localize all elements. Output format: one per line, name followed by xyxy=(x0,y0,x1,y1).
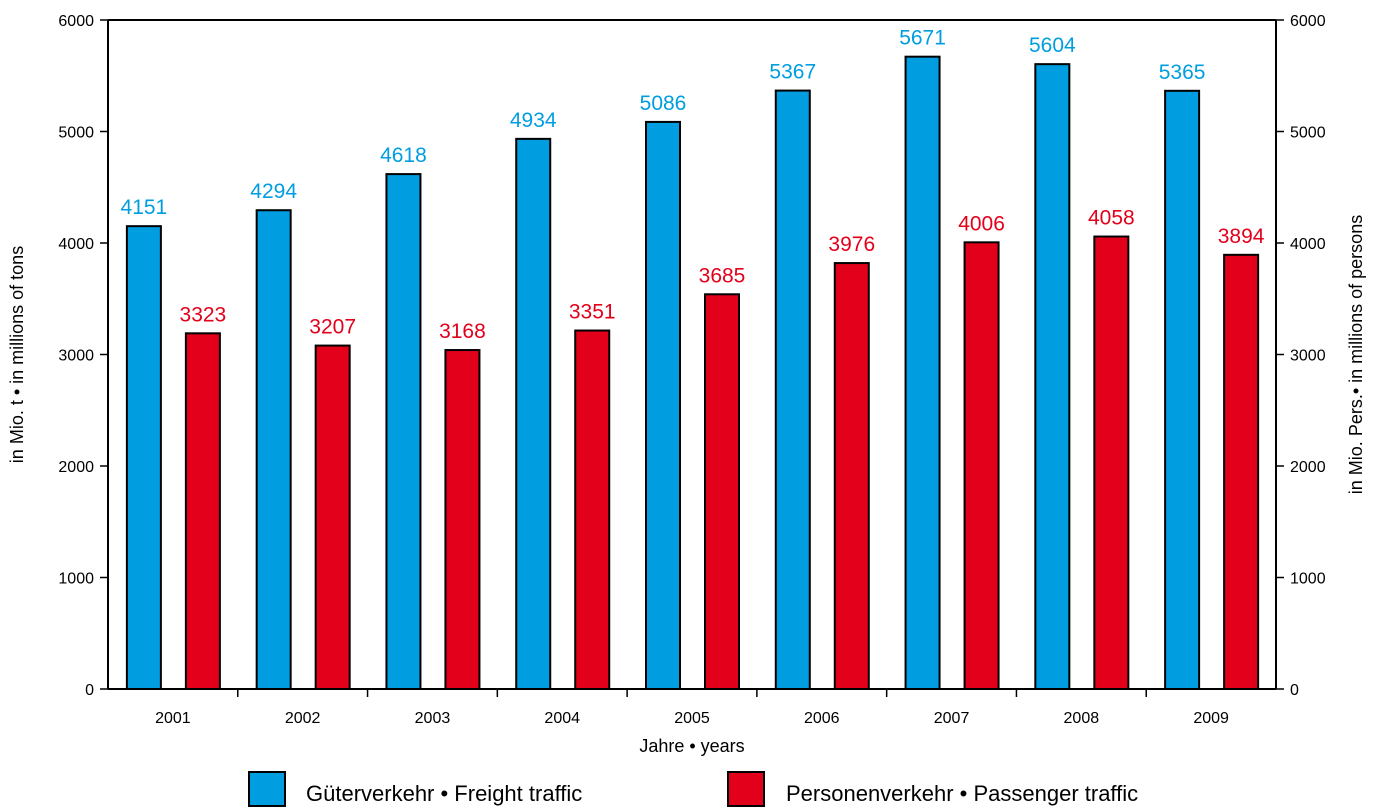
left-y-tick-label: 2000 xyxy=(58,459,94,476)
bar-freight xyxy=(125,225,162,690)
data-label-passenger: 3685 xyxy=(699,264,746,287)
x-tick-label: 2004 xyxy=(544,710,580,727)
left-y-tick-label: 3000 xyxy=(58,348,94,365)
bar-passenger xyxy=(444,349,481,690)
data-label-passenger: 4058 xyxy=(1088,207,1135,230)
bar-passenger xyxy=(314,344,351,690)
data-label-freight: 5086 xyxy=(640,92,687,115)
left-y-axis-title: in Mio. t • in millions of tons xyxy=(7,246,27,463)
legend-label-passenger: Personenverkehr • Passenger traffic xyxy=(786,781,1138,806)
data-label-passenger: 3976 xyxy=(828,233,875,256)
bar-passenger xyxy=(1223,253,1260,690)
x-tick-label: 2002 xyxy=(285,710,321,727)
ticks-layer: 0 0 1000 1000 2000 2000 3000 3000 4000 4000 5000 50… xyxy=(58,13,1325,727)
legend-label-freight: Güterverkehr • Freight traffic xyxy=(306,781,582,806)
data-label-freight: 4618 xyxy=(380,144,427,167)
left-y-tick-label: 5000 xyxy=(58,125,94,142)
x-tick-label: 2001 xyxy=(155,710,191,727)
bar-passenger xyxy=(574,329,611,690)
data-label-freight: 5367 xyxy=(769,61,816,84)
x-tick-label: 2005 xyxy=(674,710,710,727)
x-tick-label: 2003 xyxy=(415,710,451,727)
bar-freight xyxy=(904,55,941,691)
right-y-axis-title: in Mio. Pers.• in millions of persons xyxy=(1346,215,1366,494)
left-y-tick-label: 4000 xyxy=(58,236,94,253)
left-y-tick-label: 6000 xyxy=(58,13,94,30)
right-y-tick-label: 6000 xyxy=(1290,13,1326,30)
x-tick-label: 2009 xyxy=(1193,710,1229,727)
bar-freight xyxy=(645,120,681,690)
left-y-tick-label: 1000 xyxy=(58,571,94,588)
right-y-tick-label: 5000 xyxy=(1290,125,1326,142)
legend-swatch-freight xyxy=(248,771,286,807)
legend-swatch-passenger xyxy=(727,771,765,807)
bar-passenger xyxy=(704,293,740,690)
data-label-passenger: 3207 xyxy=(309,316,356,339)
data-labels-layer: 4151 3323 4294 3207 4618 3168 4934 3351 5086 3685… xyxy=(121,27,1265,343)
right-y-tick-label: 4000 xyxy=(1290,236,1326,253)
data-label-freight: 5604 xyxy=(1029,34,1076,57)
right-y-tick-label: 3000 xyxy=(1290,348,1326,365)
bar-freight xyxy=(1164,89,1201,691)
data-label-passenger: 3351 xyxy=(569,301,616,324)
bar-passenger xyxy=(184,332,221,690)
left-y-tick-label: 0 xyxy=(85,682,94,699)
bar-passenger xyxy=(963,241,1000,690)
data-label-freight: 5671 xyxy=(899,27,946,50)
x-tick-label: 2007 xyxy=(934,710,970,727)
data-label-freight: 4934 xyxy=(510,109,557,132)
bar-freight xyxy=(774,89,811,690)
data-label-passenger: 3168 xyxy=(439,320,486,343)
bar-freight xyxy=(1034,63,1071,691)
bar-passenger xyxy=(833,262,870,690)
legend: Güterverkehr • Freight traffic Personenv… xyxy=(248,771,1138,807)
x-tick-label: 2008 xyxy=(1064,710,1100,727)
bar-passenger xyxy=(1093,235,1130,691)
right-y-tick-label: 0 xyxy=(1290,682,1299,699)
data-label-passenger: 4006 xyxy=(958,212,1005,235)
bar-freight xyxy=(515,137,552,690)
x-axis-title: Jahre • years xyxy=(639,736,744,756)
data-label-passenger: 3323 xyxy=(180,303,227,326)
data-label-passenger: 3894 xyxy=(1218,225,1265,248)
bars-layer xyxy=(125,55,1260,691)
x-tick-label: 2006 xyxy=(804,710,840,727)
bar-freight xyxy=(255,209,292,690)
data-label-freight: 4294 xyxy=(250,180,297,203)
data-label-freight: 5365 xyxy=(1159,61,1206,84)
data-label-freight: 4151 xyxy=(121,196,168,219)
bar-freight xyxy=(385,173,422,690)
right-y-tick-label: 2000 xyxy=(1290,459,1326,476)
right-y-tick-label: 1000 xyxy=(1290,571,1326,588)
